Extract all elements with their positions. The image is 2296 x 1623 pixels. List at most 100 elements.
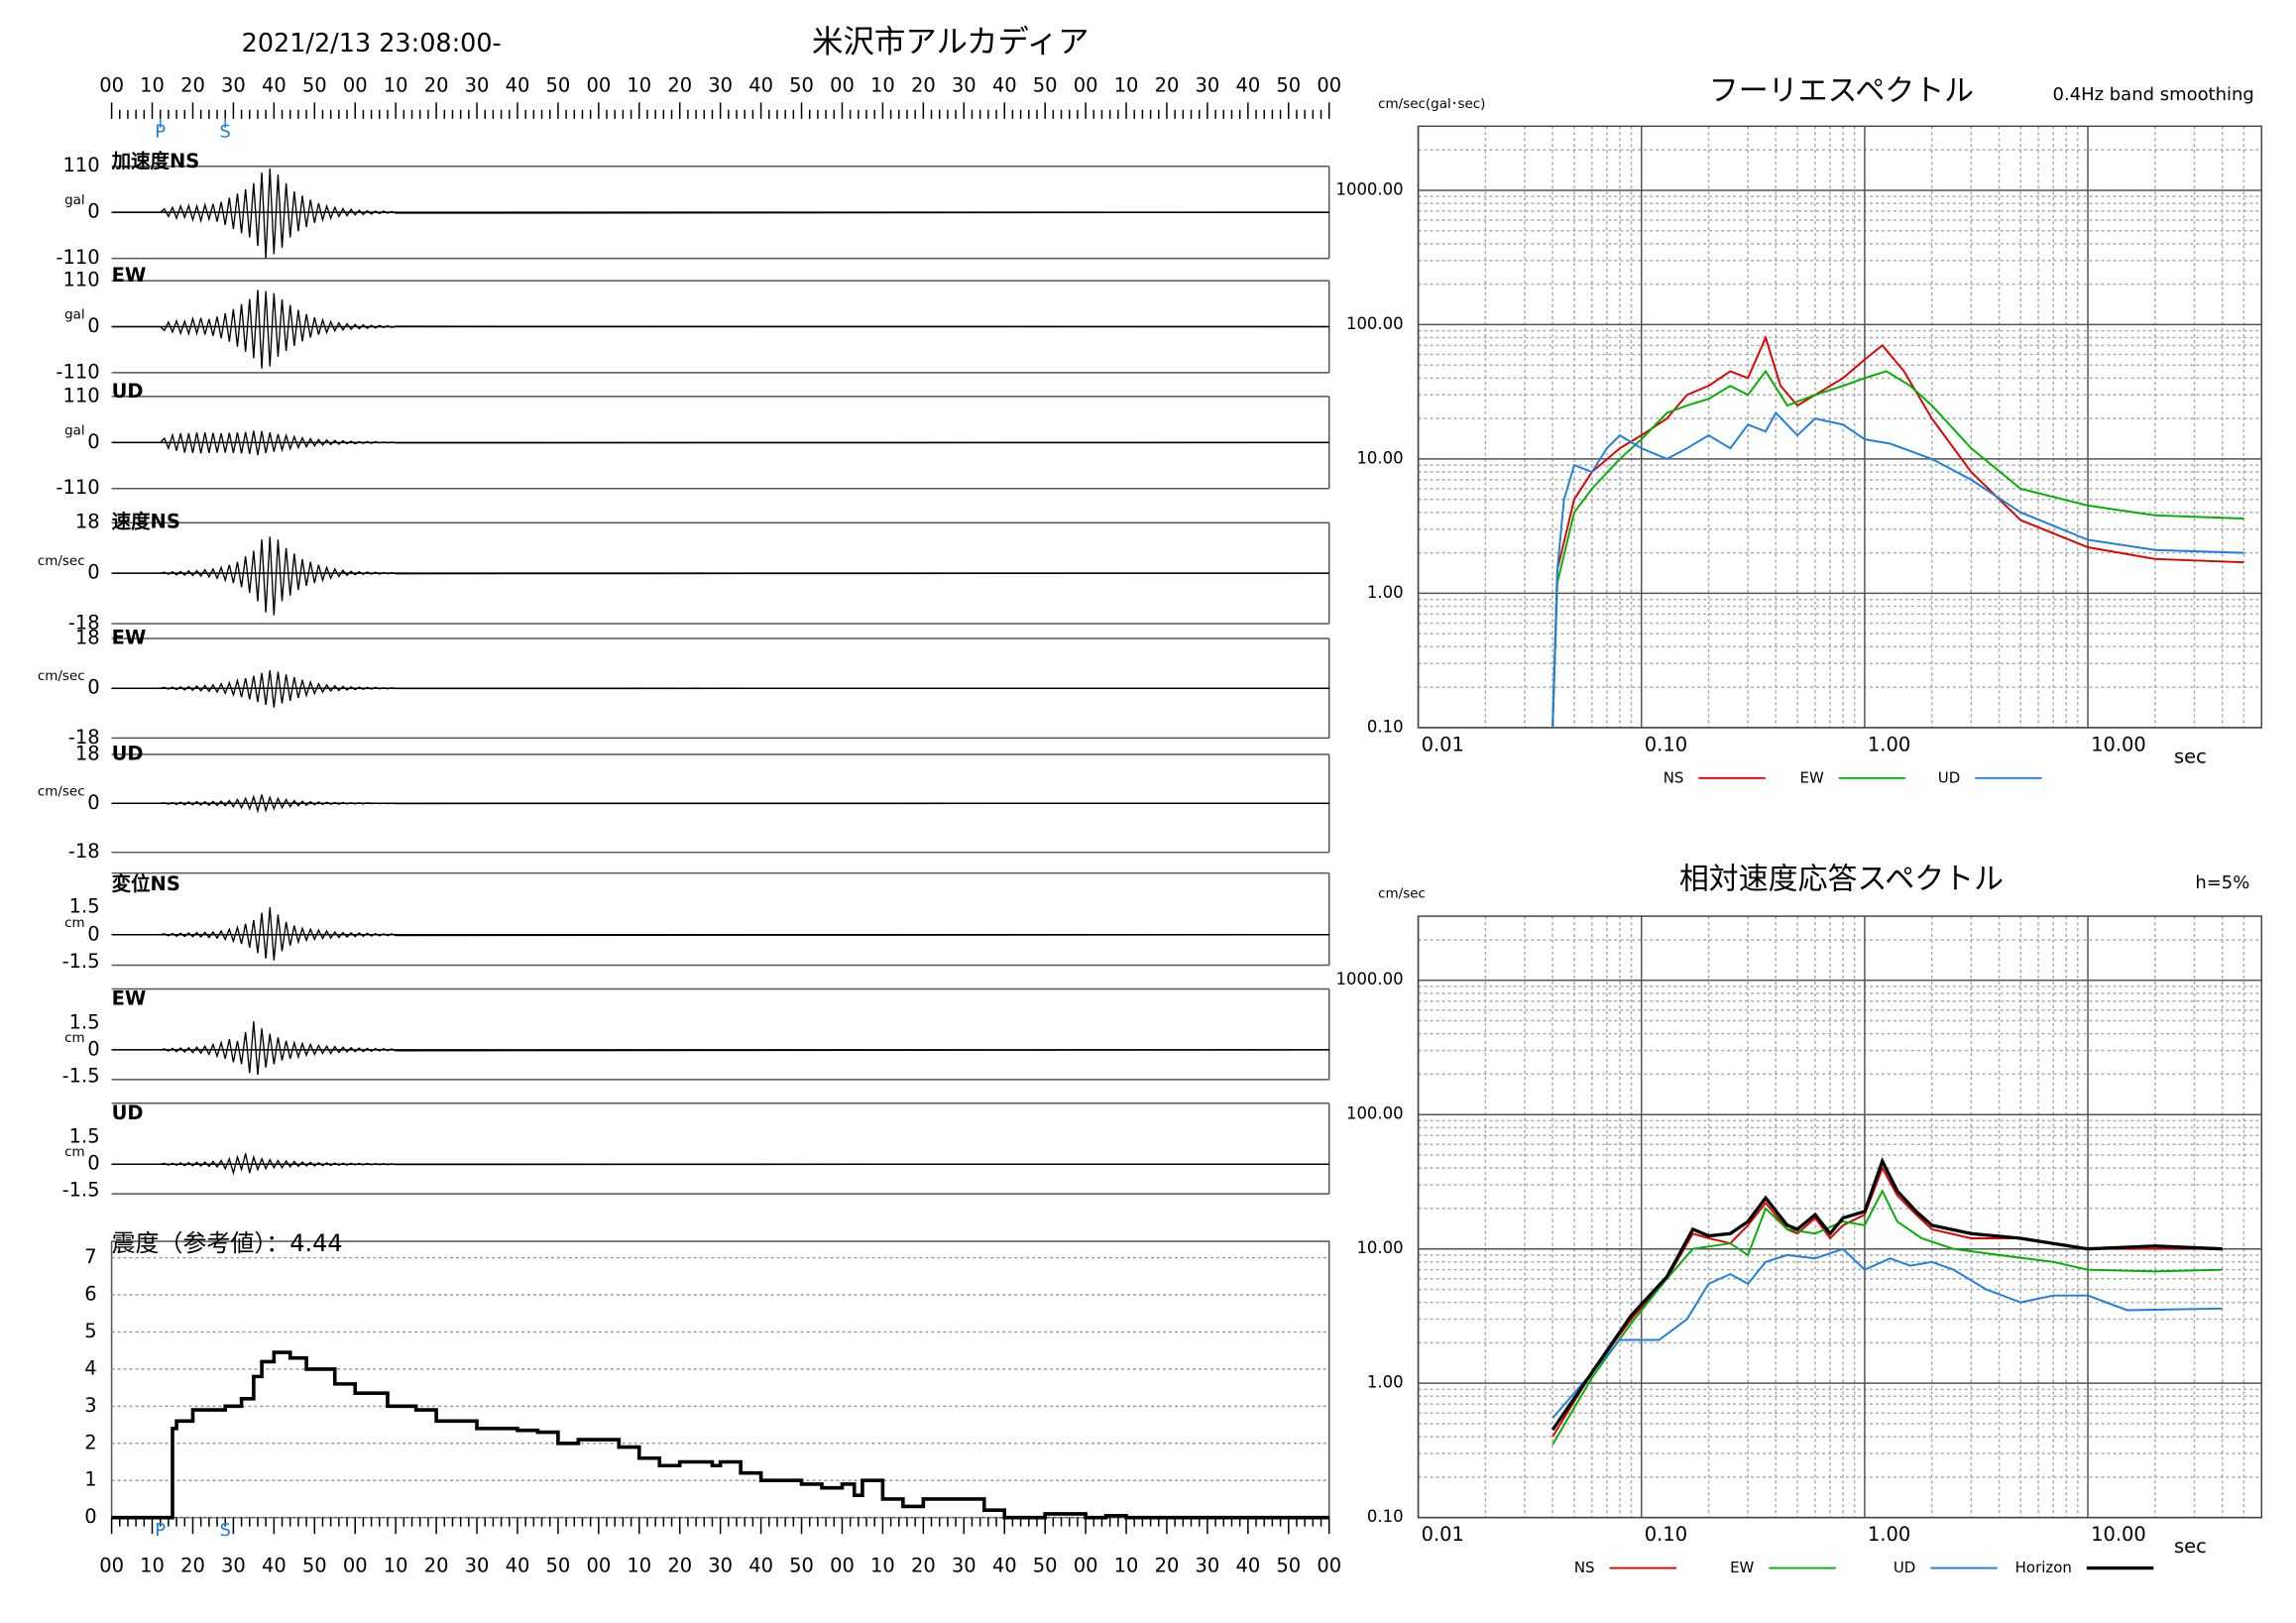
time-tick-label: 20 [180,1555,205,1577]
y-tick-label: 18 [75,511,100,533]
intensity-line [111,1350,1329,1520]
y-tick-label: 0 [87,561,99,584]
y-tick-label: 0 [87,922,99,945]
time-tick-label: 00 [1074,1555,1098,1577]
time-tick-label: 20 [667,1555,692,1577]
time-tick-label: 40 [748,1555,773,1577]
time-tick-label: 30 [708,73,733,96]
time-tick-label: 40 [262,73,287,96]
time-tick-label: 30 [952,73,976,96]
time-tick-label: 10 [384,73,408,96]
x-tick-label: 0.01 [1422,733,1464,755]
time-tick-label: 20 [1155,1555,1180,1577]
y-tick-label: -1.5 [62,1179,100,1202]
time-tick-label: 30 [465,1555,490,1577]
y-tick-label: 0 [87,1037,99,1060]
time-tick-label: 50 [789,73,814,96]
y-tick-label: 1.5 [69,1125,100,1148]
spectrum-line [1551,334,2244,728]
time-tick-label: 00 [1317,1555,1341,1577]
time-tick-label: 10 [870,1555,895,1577]
x-tick-label: 0.10 [1645,733,1687,755]
trace-name: EW [112,986,147,1009]
time-tick-label: 10 [1114,73,1139,96]
time-tick-label: 00 [830,1555,855,1577]
time-tick-label: 00 [830,73,855,96]
x-tick-label: 1.00 [1868,733,1910,755]
y-tick-label: -18 [68,840,100,863]
time-tick-label: 20 [424,1555,449,1577]
time-tick-label: 50 [1033,1555,1058,1577]
y-tick-label: 1 [84,1468,96,1491]
time-tick-label: 50 [546,73,571,96]
time-tick-label: 30 [221,1555,246,1577]
unit-label: cm [64,915,85,931]
time-tick-label: 00 [343,1555,368,1577]
y-tick-label: 110 [62,269,99,291]
unit-label: cm/sec [38,668,85,684]
waveform [111,907,1329,961]
time-tick-label: 00 [343,73,368,96]
y-axis-label: cm/sec(gal･sec) [1378,96,1485,112]
unit-label: cm [64,1144,85,1160]
time-tick-label: 10 [384,1555,408,1577]
time-tick-label: 40 [748,73,773,96]
waveform [111,290,1329,369]
time-tick-label: 00 [586,73,611,96]
trace-name: 変位NS [112,872,180,895]
x-tick-label: 0.01 [1422,1523,1464,1546]
legend-label: UD [1938,768,1960,786]
y-axis-label: cm/sec [1378,886,1426,902]
time-tick-label: 10 [627,73,651,96]
plot-frame [1417,915,2263,1519]
time-tick-label: 30 [465,73,490,96]
time-tick-label: 00 [586,1555,611,1577]
y-tick-label: 1.5 [69,1010,100,1033]
y-tick-label: 0.10 [1367,1507,1404,1526]
spectrum-line [1551,410,2244,728]
y-tick-label: 0 [87,430,99,453]
y-tick-label: 1.00 [1367,1373,1404,1392]
time-tick-label: 00 [1074,73,1098,96]
plot-frame [1417,125,2263,729]
waveform [111,430,1329,456]
legend-label: EW [1730,1559,1754,1576]
time-tick-label: 00 [99,1555,124,1577]
phase-label: P [155,1520,166,1541]
unit-label: gal [64,192,85,208]
time-tick-label: 50 [1033,73,1058,96]
legend-label: NS [1664,768,1684,786]
spectrum-line [1551,369,2244,728]
y-tick-label: -110 [56,360,99,383]
y-tick-label: 0 [87,1152,99,1175]
waveform [111,794,1329,814]
time-tick-label: 40 [1235,1555,1260,1577]
y-tick-label: 0 [84,1505,96,1528]
chart-subtitle: 0.4Hz band smoothing [2053,84,2254,105]
trace-name: 速度NS [112,511,180,533]
phase-label: S [220,121,231,142]
y-tick-label: 3 [84,1394,96,1417]
x-tick-label: 10.00 [2091,1523,2146,1546]
y-tick-label: 0 [87,791,99,814]
time-tick-label: 30 [1196,1555,1220,1577]
chart-title: 震度（参考値）：4.44 [112,1229,343,1257]
chart-title: 相対速度応答スペクトル [1679,863,2004,897]
phase-label: S [220,1520,231,1541]
waveform [111,669,1329,708]
unit-label: cm/sec [38,783,85,799]
time-tick-label: 20 [911,1555,936,1577]
y-tick-label: 2 [84,1431,96,1453]
time-tick-label: 10 [1114,1555,1139,1577]
waveform [111,1021,1329,1076]
time-tick-label: 40 [506,73,530,96]
y-tick-label: 0 [87,676,99,699]
y-tick-label: -110 [56,246,99,269]
y-tick-label: 6 [84,1283,96,1306]
time-tick-label: 50 [546,1555,571,1577]
unit-label: cm/sec [38,553,85,569]
y-tick-label: -18 [68,726,100,749]
time-tick-label: 40 [262,1555,287,1577]
y-tick-label: 10.00 [1356,448,1403,467]
